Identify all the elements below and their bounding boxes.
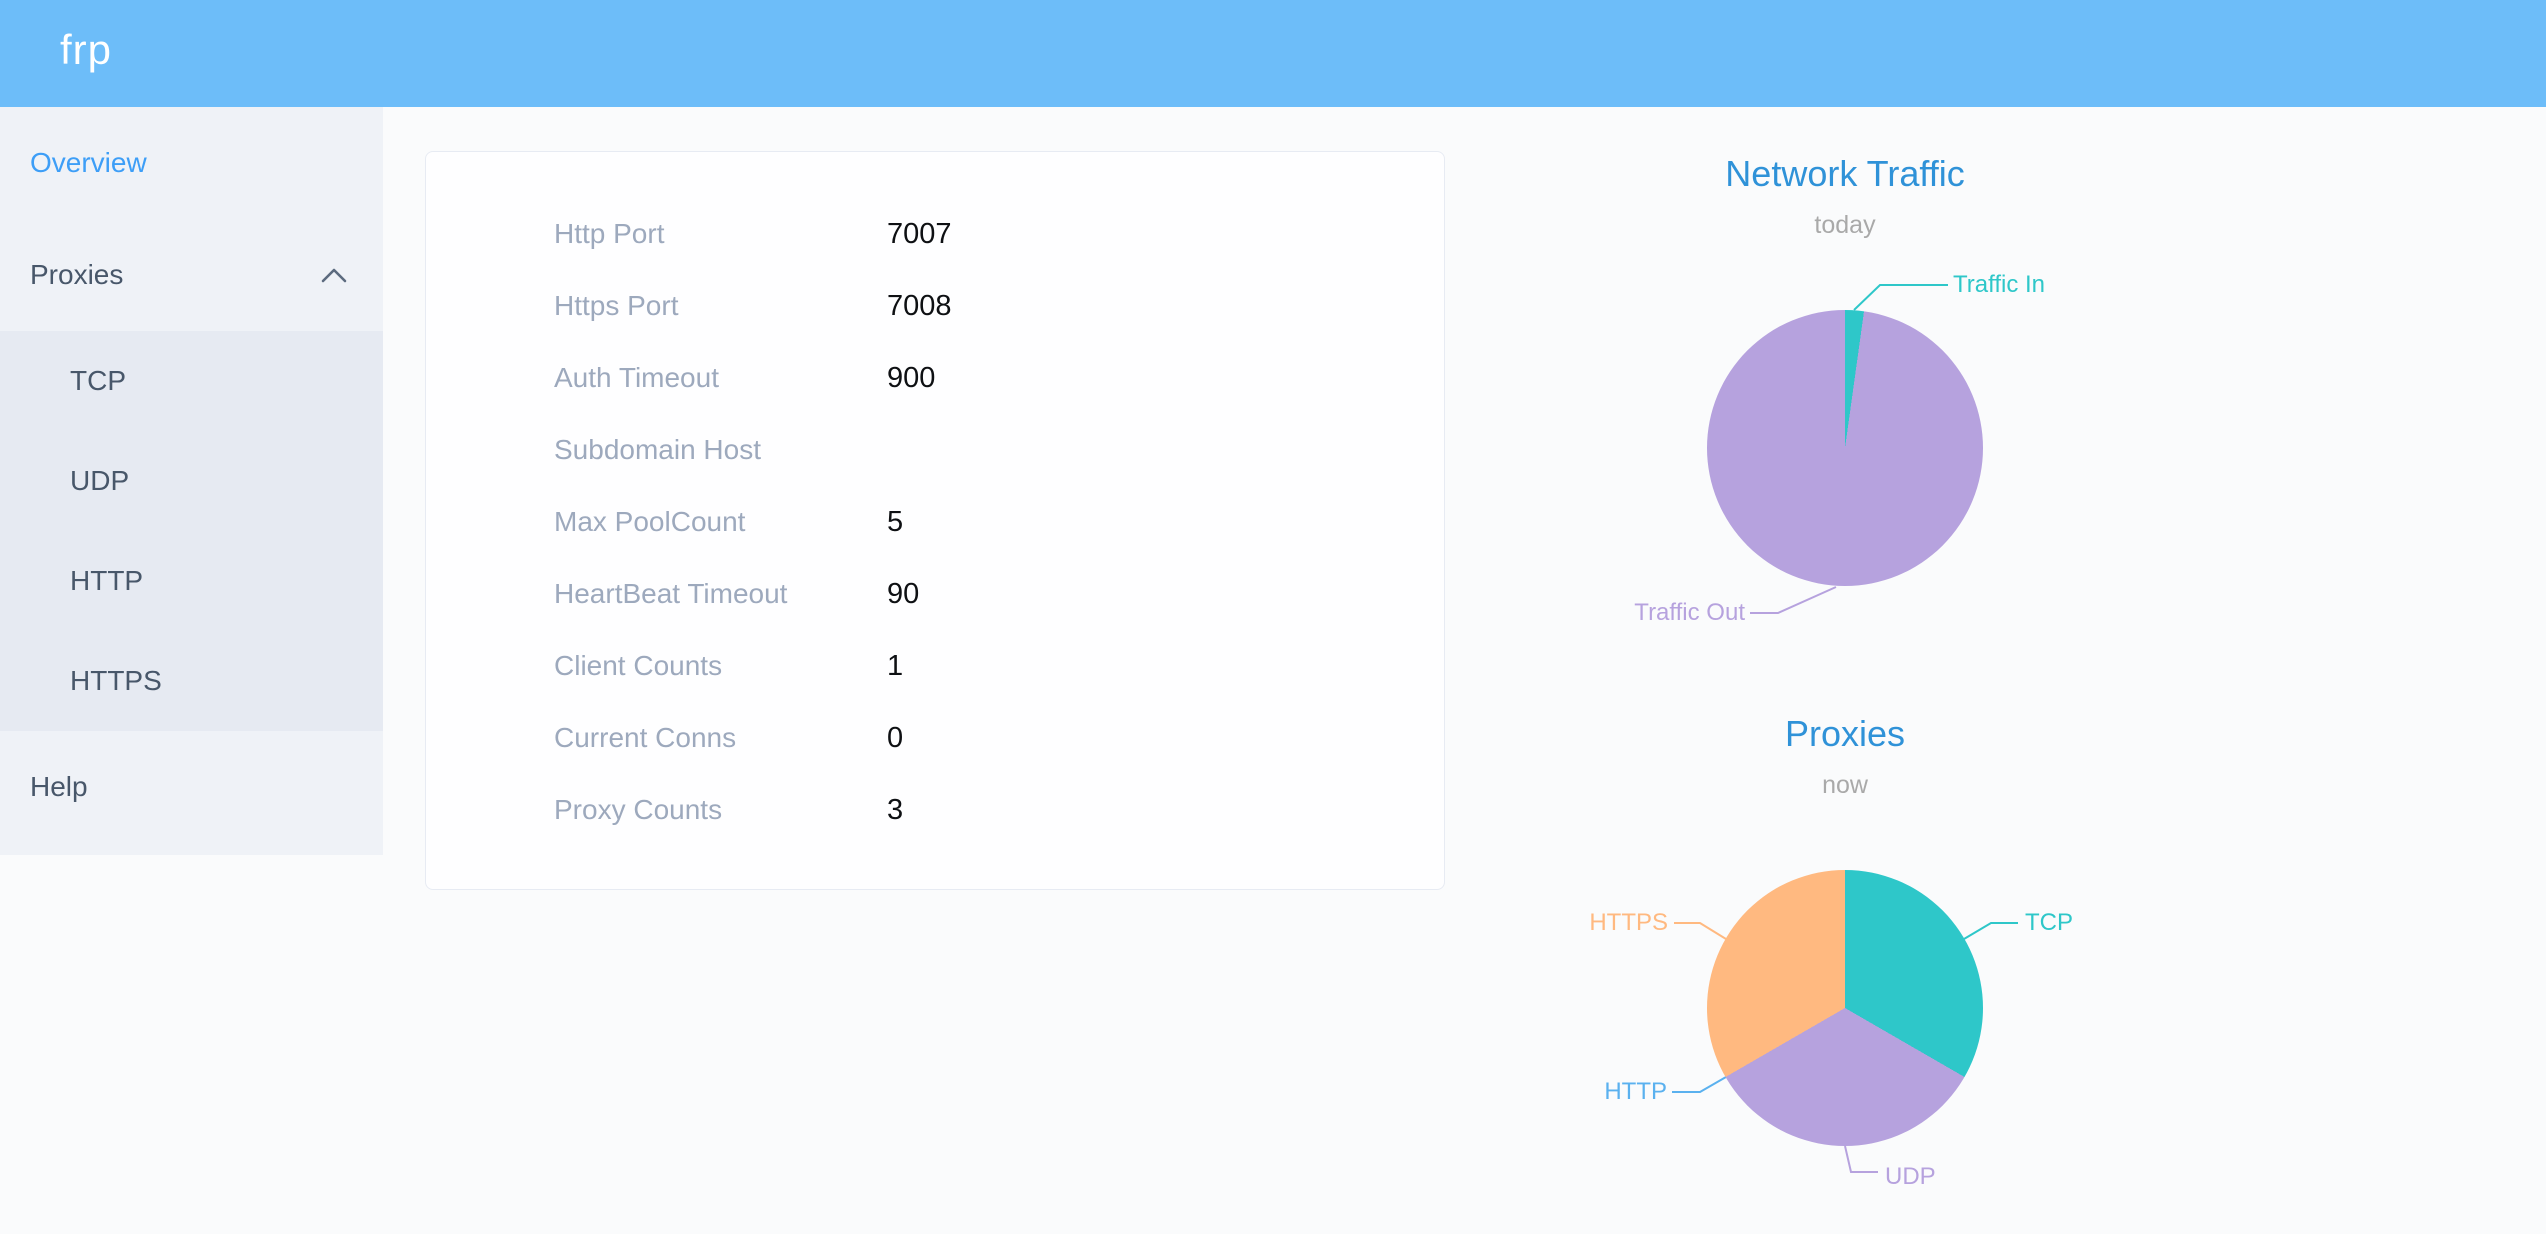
config-label: Current Conns — [554, 722, 737, 753]
sidebar-item-label: Help — [30, 771, 88, 802]
config-label: Https Port — [554, 290, 679, 321]
pie-chart-network-traffic — [1707, 310, 1983, 586]
sidebar-item-label: Overview — [30, 147, 147, 178]
config-row: Https Port 7008 — [554, 270, 1444, 342]
config-value: 7007 — [887, 217, 952, 250]
pie-slice-label-traffic-in: Traffic In — [1953, 271, 2046, 298]
chart-subtitle: today — [1814, 211, 1876, 239]
config-value: 900 — [887, 361, 936, 394]
chart-title: Network Traffic — [1725, 153, 1965, 194]
config-value: 1 — [887, 649, 904, 682]
sidebar-item-label: UDP — [70, 465, 130, 496]
sidebar-item-http[interactable]: HTTP — [0, 531, 383, 631]
config-value: 0 — [887, 721, 904, 754]
sidebar-item-proxies[interactable]: Proxies — [0, 219, 383, 331]
server-config-card: Http Port 7007 Https Port 7008 Auth Time… — [425, 151, 1445, 890]
chart-title: Proxies — [1784, 713, 1906, 754]
sidebar-item-https[interactable]: HTTPS — [0, 631, 383, 731]
app-logo: frp — [60, 26, 113, 73]
sidebar-item-help[interactable]: Help — [0, 731, 383, 843]
sidebar-item-tcp[interactable]: TCP — [0, 331, 383, 431]
chevron-up-icon — [321, 268, 347, 283]
config-label: Auth Timeout — [554, 362, 719, 393]
config-row: Max PoolCount 5 — [554, 486, 1444, 558]
config-row: Client Counts 1 — [554, 630, 1444, 702]
sidebar-item-label: TCP — [70, 365, 126, 396]
sidebar-submenu-proxies: TCP UDP HTTP HTTPS — [0, 331, 383, 731]
config-row: Current Conns 0 — [554, 702, 1444, 774]
pie-leader-lines — [1750, 284, 1948, 614]
sidebar-item-label: HTTPS — [70, 665, 162, 696]
pie-slice-label-udp: UDP — [1885, 1163, 1936, 1190]
pie-slice-label-traffic-out: Traffic Out — [1634, 599, 1745, 626]
config-row: HeartBeat Timeout 90 — [554, 558, 1444, 630]
sidebar-item-label: Proxies — [30, 259, 124, 290]
pie-leader-lines — [1672, 922, 2018, 1173]
config-value: 3 — [887, 793, 904, 826]
config-label: Proxy Counts — [554, 794, 723, 825]
proxies-chart: Proxies now TCP HTTPS HTTP UDP — [1560, 700, 2130, 1220]
pie-slice-label-https: HTTPS — [1589, 909, 1668, 936]
config-label: HeartBeat Timeout — [554, 578, 788, 609]
sidebar-item-udp[interactable]: UDP — [0, 431, 383, 531]
config-label: Subdomain Host — [554, 434, 762, 465]
config-value: 90 — [887, 577, 920, 610]
config-row: Auth Timeout 900 — [554, 342, 1444, 414]
network-traffic-chart: Network Traffic today Traffic In Traffic… — [1560, 140, 2130, 660]
config-row: Http Port 7007 — [554, 198, 1444, 270]
config-value: 5 — [887, 505, 904, 538]
pie-chart-proxies — [1707, 870, 1983, 1146]
config-label: Http Port — [554, 218, 665, 249]
sidebar-item-overview[interactable]: Overview — [0, 107, 383, 219]
sidebar-item-label: HTTP — [70, 565, 144, 596]
pie-slice-label-tcp: TCP — [2025, 909, 2073, 936]
config-value: 7008 — [887, 289, 952, 322]
chart-subtitle: now — [1822, 771, 1868, 799]
config-label: Client Counts — [554, 650, 723, 681]
config-label: Max PoolCount — [554, 506, 746, 537]
config-row: Proxy Counts 3 — [554, 774, 1444, 846]
app-header: frp — [0, 0, 2546, 107]
pie-slice-label-http: HTTP — [1604, 1078, 1667, 1105]
config-row: Subdomain Host — [554, 414, 1444, 486]
sidebar: Overview Proxies TCP UDP HTTP HTTPS Help — [0, 107, 383, 855]
